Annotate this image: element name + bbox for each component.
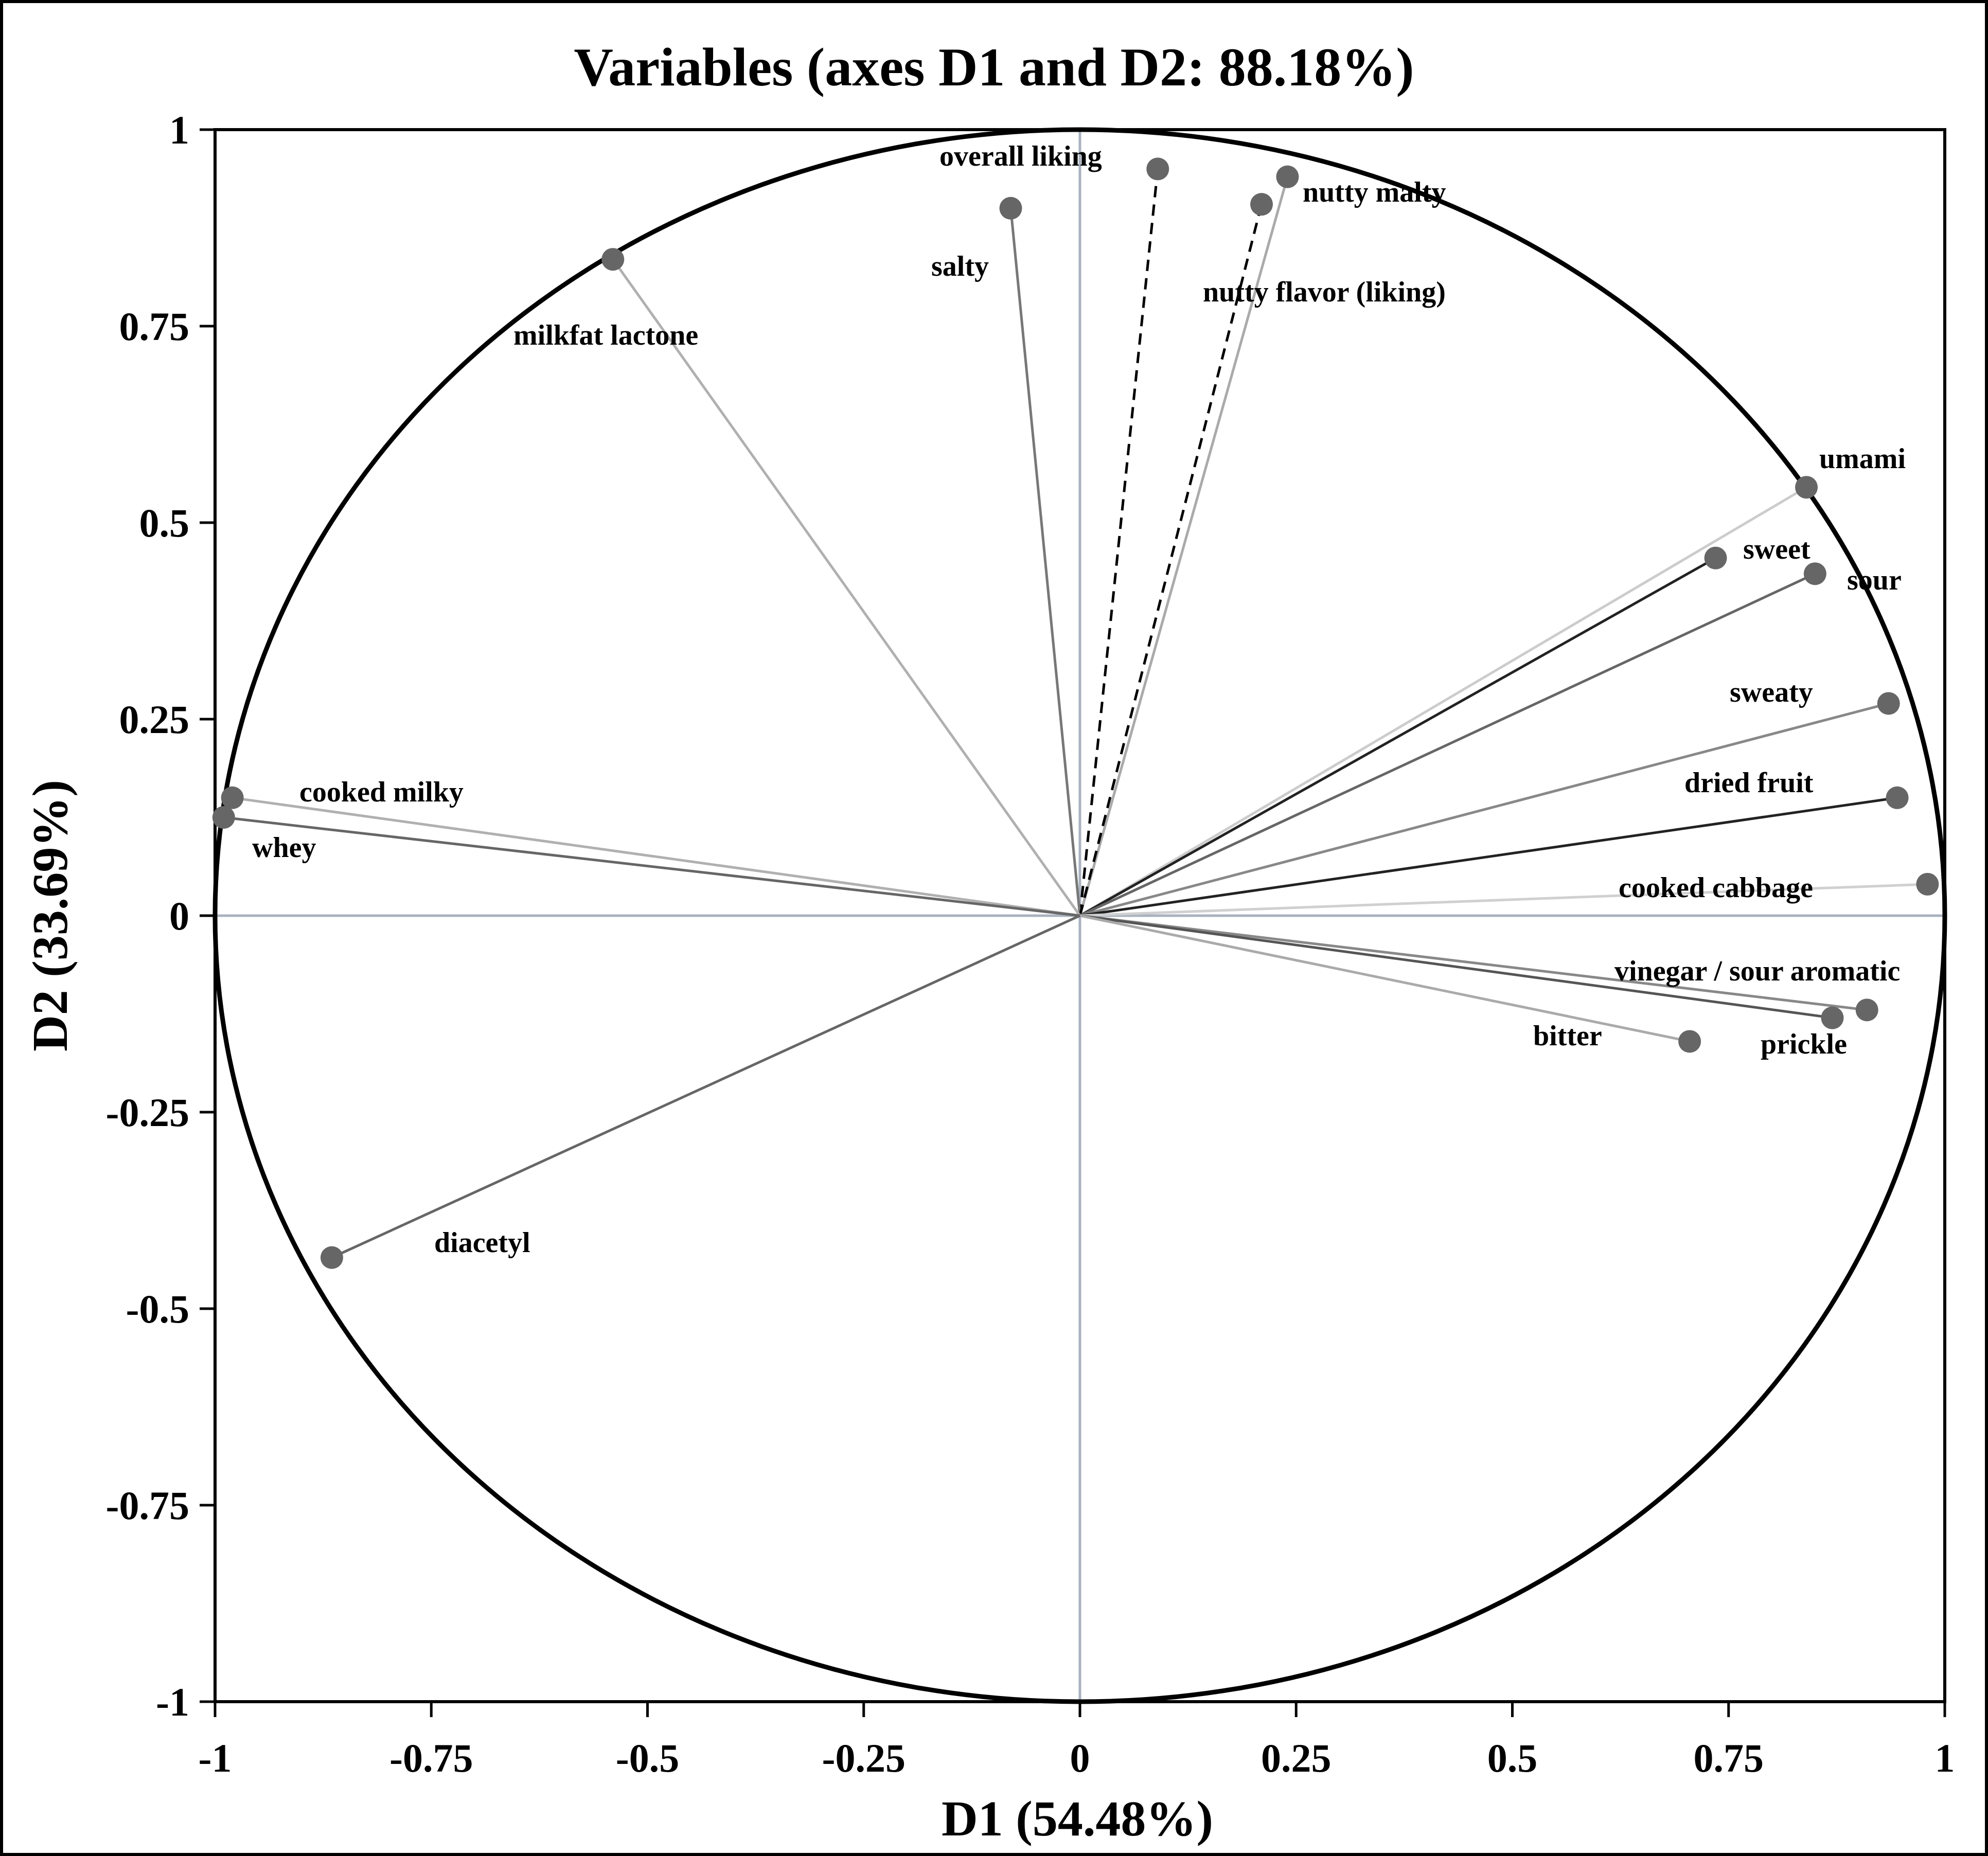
vector-nutty-malty bbox=[1078, 176, 1289, 916]
vector-overall-liking bbox=[1078, 169, 1159, 916]
point-salty bbox=[999, 197, 1022, 220]
vector-sweaty bbox=[1079, 702, 1889, 917]
label-diacetyl: diacetyl bbox=[434, 1227, 530, 1259]
x-tick-label: 0 bbox=[1070, 1736, 1090, 1780]
label-umami: umami bbox=[1819, 443, 1906, 475]
point-umami bbox=[1795, 476, 1818, 499]
label-sweaty: sweaty bbox=[1730, 676, 1813, 708]
vector-nutty-flavor-liking bbox=[1078, 204, 1263, 916]
x-tick-label: -0.25 bbox=[822, 1736, 906, 1780]
label-vinegar-sour-aromatic: vinegar / sour aromatic bbox=[1614, 955, 1900, 987]
label-cooked-milky: cooked milky bbox=[299, 776, 464, 808]
point-vinegar-sour-aromatic bbox=[1855, 998, 1878, 1022]
vector-vinegar-sour-aromatic bbox=[1079, 914, 1868, 1011]
point-nutty-malty bbox=[1276, 165, 1299, 188]
vector-diacetyl bbox=[331, 914, 1081, 1259]
y-tick-label: -0.25 bbox=[106, 1090, 189, 1135]
plot-area: -1 -0.75 -0.5 -0.25 0 0.25 0.5 0.75 1 1 0.75 0.5 0.2… bbox=[106, 108, 1955, 1780]
point-dried-fruit bbox=[1886, 786, 1909, 809]
point-sour bbox=[1803, 562, 1826, 585]
x-tick-label: -1 bbox=[199, 1736, 232, 1780]
x-tick-label: 0.5 bbox=[1487, 1736, 1538, 1780]
x-tick-label: 1 bbox=[1935, 1736, 1955, 1780]
y-tick-label: -0.5 bbox=[126, 1287, 189, 1331]
point-diacetyl bbox=[320, 1246, 343, 1269]
x-tick-label: 0.25 bbox=[1261, 1736, 1332, 1780]
y-axis-label: D2 (33.69%) bbox=[23, 780, 78, 1051]
point-sweet bbox=[1704, 546, 1727, 569]
vector-prickle bbox=[1079, 914, 1833, 1020]
y-tick-label: 0.75 bbox=[119, 304, 190, 349]
y-tick-label: 1 bbox=[169, 108, 189, 152]
label-whey: whey bbox=[252, 832, 316, 864]
label-sweet: sweet bbox=[1743, 533, 1810, 565]
label-nutty-malty: nutty malty bbox=[1303, 176, 1446, 208]
vector-dried-fruit bbox=[1079, 796, 1897, 917]
label-overall-liking: overall liking bbox=[939, 140, 1102, 172]
x-tick-label: 0.75 bbox=[1694, 1736, 1764, 1780]
y-tick-label: -1 bbox=[156, 1680, 189, 1724]
point-bitter bbox=[1678, 1030, 1701, 1053]
vector-salty bbox=[1009, 208, 1081, 916]
point-cooked-milky bbox=[221, 786, 244, 809]
label-sour: sour bbox=[1847, 564, 1902, 596]
vector-sour bbox=[1079, 573, 1816, 917]
y-tick-label: 0.25 bbox=[119, 697, 190, 742]
label-dried-fruit: dried fruit bbox=[1684, 767, 1814, 799]
y-tick-label: 0.5 bbox=[139, 501, 190, 545]
x-tick-label: -0.5 bbox=[616, 1736, 679, 1780]
label-nutty-flavor-liking: nutty flavor (liking) bbox=[1203, 276, 1446, 308]
point-prickle bbox=[1821, 1006, 1844, 1029]
vector-umami bbox=[1079, 486, 1807, 917]
y-tick-label: -0.75 bbox=[106, 1483, 189, 1528]
chart-title: Variables (axes D1 and D2: 88.18%) bbox=[574, 37, 1414, 97]
label-salty: salty bbox=[931, 251, 989, 282]
vector-bitter bbox=[1079, 914, 1690, 1043]
label-bitter: bitter bbox=[1533, 1020, 1602, 1052]
vector-cooked-cabbage bbox=[1079, 883, 1928, 917]
x-axis-label: D1 (54.48%) bbox=[942, 1791, 1213, 1847]
label-cooked-cabbage: cooked cabbage bbox=[1619, 872, 1813, 904]
point-milkfat-lactone bbox=[601, 248, 625, 271]
label-milkfat-lactone: milkfat lactone bbox=[513, 319, 698, 351]
label-prickle: prickle bbox=[1761, 1028, 1847, 1060]
vector-milkfat-lactone bbox=[612, 258, 1081, 917]
vector-whey bbox=[223, 816, 1080, 917]
vector-sweet bbox=[1079, 557, 1716, 917]
point-sweaty bbox=[1877, 692, 1900, 715]
point-cooked-cabbage bbox=[1916, 872, 1939, 896]
vector-cooked-milky bbox=[232, 796, 1080, 917]
point-whey bbox=[212, 806, 235, 829]
y-tick-label: 0 bbox=[169, 894, 189, 938]
point-overall-liking bbox=[1146, 157, 1169, 181]
point-nutty-flavor-liking bbox=[1250, 193, 1273, 216]
x-tick-label: -0.75 bbox=[389, 1736, 473, 1780]
